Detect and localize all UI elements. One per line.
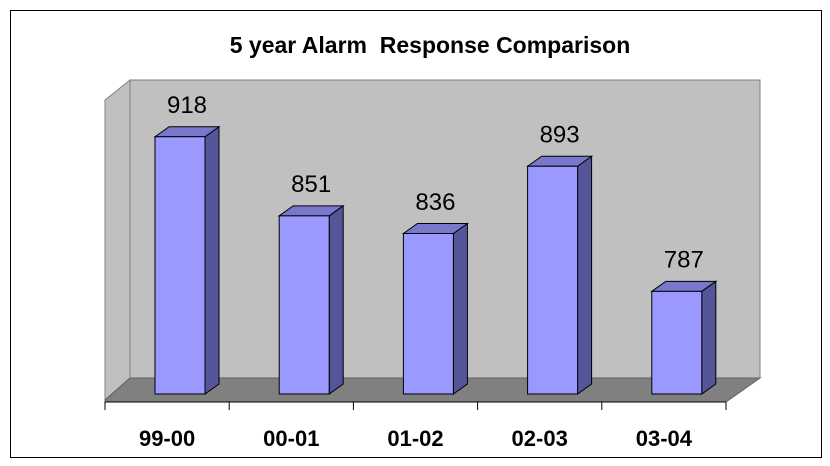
bar (277, 204, 345, 395)
value-label: 787 (664, 247, 704, 274)
bar-side (452, 222, 468, 395)
x-tick-label: 00-01 (263, 426, 319, 451)
value-label: 836 (415, 189, 455, 216)
bar (401, 222, 469, 395)
bar-front (651, 290, 703, 395)
bar (650, 280, 718, 395)
bar-front (154, 136, 206, 395)
x-tick-label: 03-04 (636, 426, 693, 451)
bar-side (701, 280, 717, 395)
value-label: 893 (540, 122, 580, 149)
bar (153, 125, 221, 395)
chart-title: 5 year Alarm Response Comparison (230, 32, 631, 58)
x-tick-label: 02-03 (512, 426, 568, 451)
x-tick-label: 99-00 (139, 426, 195, 451)
bar-front (527, 165, 579, 395)
bar-front (278, 215, 330, 395)
value-label: 851 (291, 171, 331, 198)
bar-side (204, 125, 220, 395)
value-label: 918 (167, 92, 207, 119)
x-tick-label: 01-02 (387, 426, 443, 451)
bar-front (402, 233, 454, 395)
bar (526, 155, 594, 395)
bar-side (328, 204, 344, 395)
bar-side (577, 155, 593, 395)
side-wall (104, 78, 131, 402)
